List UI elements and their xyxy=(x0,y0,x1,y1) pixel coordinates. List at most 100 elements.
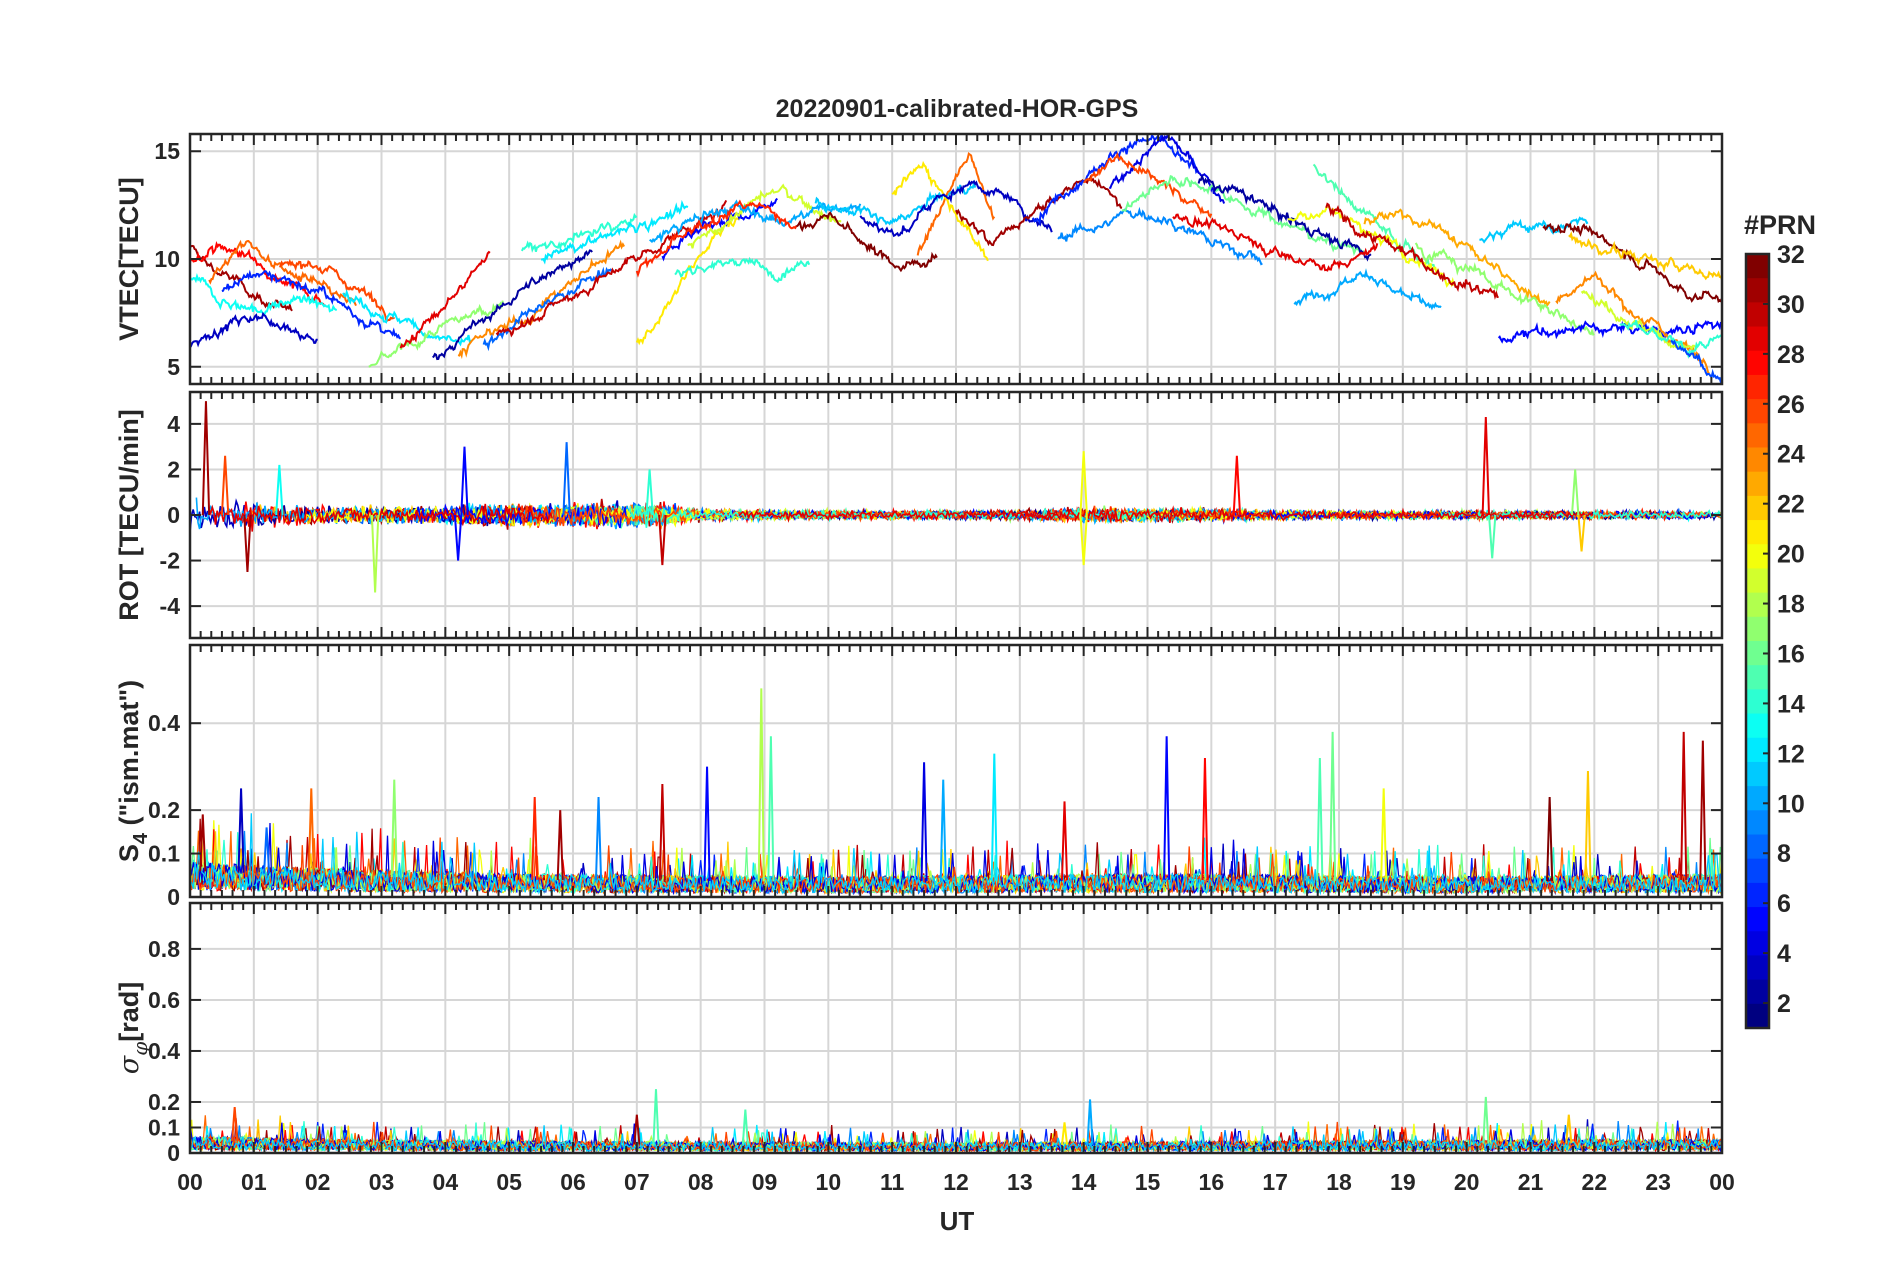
y-tick-label: 5 xyxy=(167,354,180,380)
y-tick-label: 0 xyxy=(167,502,180,528)
spike-prn-26 xyxy=(231,1107,239,1142)
series-prn-30 xyxy=(1325,202,1499,300)
colorbar-segment xyxy=(1746,495,1769,521)
colorbar-tick-label: 18 xyxy=(1777,591,1805,619)
x-tick-label: 21 xyxy=(1518,1169,1544,1195)
series-prn-25 xyxy=(208,239,357,307)
colorbar-tick-label: 8 xyxy=(1777,840,1791,868)
series-prn-21 xyxy=(891,160,989,262)
x-tick-label: 15 xyxy=(1135,1169,1161,1195)
x-tick-label: 04 xyxy=(433,1169,459,1195)
x-axis-label: UT xyxy=(940,1206,975,1236)
spike-prn-22 xyxy=(1584,770,1592,881)
series-prn-29 xyxy=(399,250,491,349)
series-prn-30 xyxy=(495,199,728,338)
colorbar-tick-label: 24 xyxy=(1777,441,1805,469)
panel-vtec: 5 10 15 VTEC[TECU] xyxy=(114,132,1724,386)
x-tick-label: 20 xyxy=(1454,1169,1480,1195)
series-prn-26 xyxy=(190,837,1722,896)
spike-prn-28 xyxy=(1232,455,1242,516)
colorbar-segment xyxy=(1746,544,1769,570)
spike-prn-18 xyxy=(757,688,765,882)
panel-sigma_phi: 00.10.2 0.4 0.6 0.8 σφ[rad] xyxy=(114,901,1724,1166)
colorbar-segment xyxy=(1746,326,1769,352)
colorbar-segment xyxy=(1746,447,1769,473)
colorbar-segment xyxy=(1746,907,1769,932)
colorbar-segment xyxy=(1746,882,1769,908)
y-axis-label: ROT [TECU/min] xyxy=(114,409,144,620)
series-prn-22 xyxy=(1568,231,1722,281)
x-tick-label: 13 xyxy=(1007,1169,1033,1195)
spike-prn-25 xyxy=(307,788,315,876)
spike-prn-22 xyxy=(1577,514,1586,552)
y-tick-labels: 0 0.1 0.2 0.4 xyxy=(148,710,180,910)
series-prn-14 xyxy=(520,212,638,253)
spike-prn-17 xyxy=(1570,469,1580,516)
colorbar-segment xyxy=(1746,761,1769,787)
spike-prn-31 xyxy=(199,814,207,872)
colorbar-segment xyxy=(1746,471,1769,497)
y-tick-label: 0 xyxy=(167,884,180,910)
y-tick-label: 0.1 xyxy=(148,1114,180,1140)
spike-prn-27 xyxy=(531,797,539,880)
x-tick-label: 19 xyxy=(1390,1169,1416,1195)
x-tick-label: 01 xyxy=(241,1169,267,1195)
y-tick-label: 0.6 xyxy=(148,987,180,1013)
spike-prn-5 xyxy=(703,766,711,881)
series-prn-2 xyxy=(1197,173,1372,262)
x-tick-label: 00 xyxy=(1709,1169,1735,1195)
spike-prn-16 xyxy=(1329,731,1337,881)
series-prn-5 xyxy=(1497,320,1722,344)
spike-prn-8 xyxy=(263,827,271,874)
series-prn-29 xyxy=(1172,213,1379,272)
colorbar-tick-label: 22 xyxy=(1777,491,1805,519)
colorbar-segment xyxy=(1746,278,1769,303)
colorbar-tick-label: 2 xyxy=(1777,990,1791,1018)
spike-prn-31 xyxy=(1699,740,1707,880)
colorbar-segment xyxy=(1746,689,1769,715)
colorbar-tick-label: 14 xyxy=(1777,690,1805,718)
y-axis-label: S4 ("ism.mat") xyxy=(114,680,152,862)
spike-prn-22 xyxy=(1565,1114,1573,1144)
series-prn-24 xyxy=(457,239,625,360)
colorbar-tick-label: 28 xyxy=(1777,341,1805,369)
x-tick-label: 03 xyxy=(369,1169,395,1195)
x-tick-label: 02 xyxy=(305,1169,331,1195)
x-tick-label: 11 xyxy=(880,1169,905,1195)
panel-rot: -4 -2 0 2 4 ROT [TECU/min] xyxy=(114,390,1724,640)
y-axis-label: VTEC[TECU] xyxy=(114,177,144,341)
y-tick-labels: -4 -2 0 2 4 xyxy=(160,411,181,619)
series-prn-17 xyxy=(368,300,504,368)
series-prn-7 xyxy=(1670,339,1722,384)
y-tick-label: 15 xyxy=(154,138,180,164)
x-tick-label: 23 xyxy=(1645,1169,1671,1195)
series-prn-17 xyxy=(1414,242,1595,336)
series-prn-31 xyxy=(955,174,1123,247)
series-prn-14 xyxy=(629,504,947,528)
y-tick-labels: 00.10.2 0.4 0.6 0.8 xyxy=(148,936,180,1166)
y-tick-label: 10 xyxy=(154,246,180,272)
colorbar-tick-label: 10 xyxy=(1777,790,1805,818)
colorbar-segment xyxy=(1746,302,1769,328)
series-prn-29 xyxy=(208,503,554,532)
spike-prn-20 xyxy=(1079,451,1088,516)
series-prn-3 xyxy=(190,311,318,348)
spike-prn-5 xyxy=(453,514,463,561)
colorbar-segment xyxy=(1746,810,1769,836)
x-tick-label: 22 xyxy=(1582,1169,1608,1195)
y-tick-label: 4 xyxy=(167,411,180,437)
x-tick-label: 09 xyxy=(752,1169,778,1195)
colorbar-tick-label: 26 xyxy=(1777,391,1805,419)
spike-prn-31 xyxy=(201,401,211,516)
colorbar-tick-label: 30 xyxy=(1777,291,1805,319)
axes-frame xyxy=(188,132,1724,386)
spike-prn-17 xyxy=(390,779,398,878)
spike-prn-8 xyxy=(562,442,571,516)
series-prn-5 xyxy=(661,197,779,262)
spike-prn-9 xyxy=(594,797,603,881)
series-prn-23 xyxy=(1363,208,1551,308)
x-tick-label: 08 xyxy=(688,1169,714,1195)
x-tick-label: 05 xyxy=(496,1169,522,1195)
